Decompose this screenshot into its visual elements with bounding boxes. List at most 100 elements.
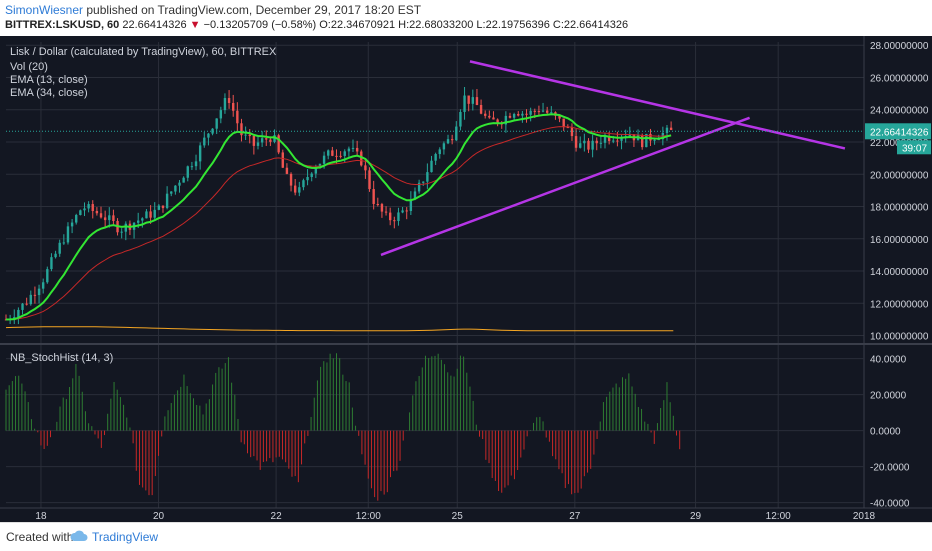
ohlc-values: O:22.34670921 H:22.68033200 L:22.1975639…	[319, 19, 628, 31]
candle-body	[538, 111, 540, 112]
price-chart-svg[interactable]: 28.0000000026.0000000024.0000000022.0000…	[0, 36, 932, 522]
candle-body	[240, 123, 242, 135]
candle-body	[67, 226, 69, 242]
candle-body	[472, 97, 474, 104]
y-tick-label: 14.00000000	[870, 267, 929, 278]
candle-body	[158, 206, 160, 210]
author-link[interactable]: SimonWiesner	[5, 3, 83, 17]
y-tick-label: 28.00000000	[870, 41, 929, 52]
candle-body	[215, 118, 217, 128]
candle-body	[513, 114, 515, 118]
candle-body	[323, 156, 325, 164]
candle-body	[348, 149, 350, 152]
candle-body	[521, 114, 523, 116]
candle-body	[145, 211, 147, 218]
candle-body	[517, 114, 519, 116]
candle-body	[25, 304, 27, 305]
candle-body	[401, 210, 403, 212]
tradingview-brand-link[interactable]: TradingView	[92, 530, 158, 544]
candle-body	[377, 204, 379, 205]
candle-body	[63, 242, 65, 243]
candle-body	[364, 165, 366, 170]
tradingview-cloud-icon[interactable]	[69, 529, 89, 543]
candle-body	[476, 97, 478, 105]
candle-body	[195, 161, 197, 166]
candle-body	[546, 111, 548, 113]
candle-body	[290, 174, 292, 186]
candle-body	[426, 172, 428, 182]
candle-body	[563, 119, 565, 127]
x-tick-label: 20	[153, 511, 165, 522]
candle-body	[232, 103, 234, 111]
legend-oscillator[interactable]: NB_StochHist (14, 3)	[10, 352, 113, 364]
candle-body	[467, 96, 469, 104]
candle-body	[327, 150, 329, 155]
legend-ema34[interactable]: EMA (34, close)	[10, 87, 88, 99]
candle-body	[34, 295, 36, 296]
candle-body	[534, 111, 536, 112]
candle-body	[294, 186, 296, 193]
x-tick-label: 29	[690, 511, 702, 522]
candle-body	[170, 192, 172, 194]
chart-area[interactable]: 28.0000000026.0000000024.0000000022.0000…	[0, 36, 932, 522]
candle-body	[100, 213, 102, 217]
candle-body	[385, 212, 387, 213]
down-arrow-icon: ▼	[190, 19, 201, 31]
candle-body	[439, 149, 441, 154]
candle-body	[178, 183, 180, 186]
candle-body	[149, 211, 151, 217]
candle-body	[463, 96, 465, 112]
osc-tick-label: -20.0000	[870, 463, 910, 474]
candle-body	[542, 111, 544, 112]
candle-body	[21, 304, 23, 310]
legend-ema13[interactable]: EMA (13, close)	[10, 74, 88, 86]
legend-vol[interactable]: Vol (20)	[10, 61, 48, 73]
candle-body	[443, 143, 445, 149]
candle-body	[492, 117, 494, 119]
trendline-upper	[470, 61, 845, 148]
candle-body	[187, 166, 189, 177]
candle-body	[228, 98, 230, 103]
candle-body	[253, 136, 255, 146]
candle-body	[434, 154, 436, 161]
candle-body	[393, 220, 395, 221]
footer: Created with TradingView	[0, 522, 932, 551]
candle-body	[616, 141, 618, 142]
candle-body	[583, 141, 585, 143]
candle-body	[244, 135, 246, 136]
candle-body	[199, 145, 201, 161]
ema13-line	[6, 114, 671, 319]
candle-body	[575, 136, 577, 148]
candle-body	[430, 161, 432, 172]
candle-body	[331, 150, 333, 155]
candle-body	[509, 116, 511, 118]
candle-body	[207, 134, 209, 138]
osc-tick-label: -40.0000	[870, 499, 910, 510]
candle-body	[154, 210, 156, 218]
candle-body	[46, 269, 48, 282]
candle-body	[224, 98, 226, 110]
candle-body	[112, 215, 114, 221]
y-tick-label: 16.00000000	[870, 235, 929, 246]
candle-body	[653, 140, 655, 141]
candle-body	[335, 156, 337, 157]
candle-body	[220, 110, 222, 118]
candle-body	[257, 143, 259, 146]
candle-body	[306, 177, 308, 180]
candle-body	[38, 289, 40, 295]
candle-body	[203, 138, 205, 146]
candle-body	[422, 182, 424, 183]
y-tick-label: 20.00000000	[870, 170, 929, 181]
candle-body	[261, 138, 263, 142]
candle-body	[381, 204, 383, 212]
x-tick-label: 22	[271, 511, 283, 522]
candle-body	[282, 152, 284, 167]
candle-body	[344, 151, 346, 156]
candle-body	[372, 189, 374, 204]
x-tick-label: 27	[569, 511, 581, 522]
candle-body	[59, 243, 61, 254]
candle-body	[174, 186, 176, 192]
candle-body	[315, 168, 317, 173]
candle-body	[670, 128, 672, 130]
candle-body	[356, 148, 358, 152]
